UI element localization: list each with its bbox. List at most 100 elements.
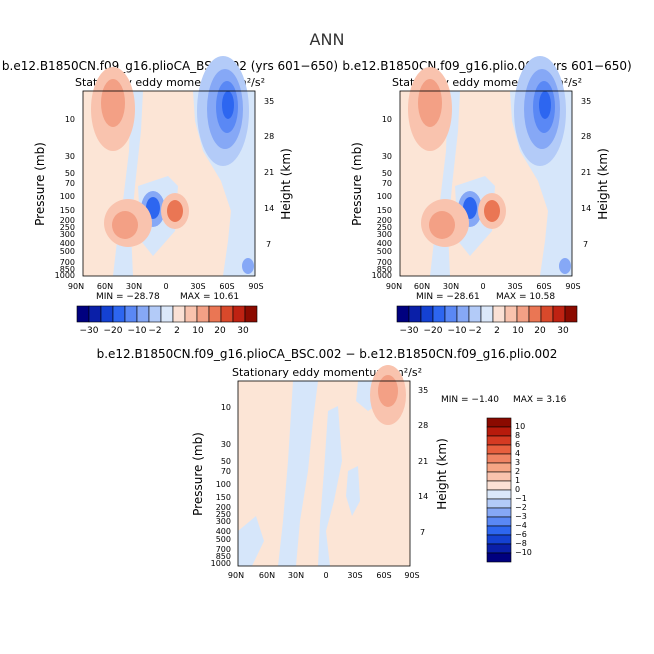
panel-2-ytick: 400 (377, 239, 392, 248)
panel-2-blob-neg-outer (458, 191, 482, 227)
colorbar-left-label: −10 (128, 326, 147, 336)
panel-2-y-ticks: 10 30 50 70 100 150 200 250 300 400 500 … (372, 115, 392, 280)
panel-2-ytick: 250 (377, 223, 392, 232)
panel-2-xtick: 30S (507, 282, 522, 291)
colorbar-left-label: 20 (214, 326, 226, 336)
colorbar-left-label: −30 (80, 326, 99, 336)
panel-2-ylabel-right: Height (km) (596, 148, 610, 219)
colorbar-diff-swatch (486, 498, 512, 509)
colorbar-diff-swatch (486, 444, 512, 455)
panel-2-blob-strat-orange-outer (408, 67, 452, 151)
panel-1-ytick: 1000 (55, 271, 75, 280)
panel-3-htick: 28 (418, 421, 428, 430)
colorbar-diff-label: 0 (515, 485, 520, 494)
colorbar-diff-label: −1 (515, 494, 527, 503)
colorbar-left-label: 2 (174, 326, 180, 336)
panel-2-ytick: 100 (377, 192, 392, 201)
colorbar-left-swatch (172, 305, 186, 323)
panel-3-xtick: 0 (323, 571, 328, 580)
colorbar-right-swatch (564, 305, 578, 323)
panel-2-region-blue-mid (455, 176, 495, 256)
panel-3-ytick: 400 (216, 527, 231, 536)
colorbar-left-swatch (220, 305, 234, 323)
panel-2-region-blue-band-nh (430, 91, 460, 276)
colorbar-diff-label: −3 (515, 512, 527, 521)
panel-1-region-blue-band-nh (113, 91, 143, 276)
panel-3-region-blue-e (346, 466, 360, 516)
panel-1-background (83, 91, 255, 276)
panel-2-blob-neg-inner (463, 197, 477, 219)
panel-1-blob-jet-core-center (222, 91, 234, 119)
panel-2-frame (399, 90, 573, 277)
panel-3-xtick: 90S (404, 571, 419, 580)
panel-3-ytick: 300 (216, 517, 231, 526)
panel-2-height-ticks: 35 28 21 14 7 (581, 97, 591, 249)
colorbar-right-swatch (480, 305, 494, 323)
panel-3-ytick: 150 (216, 493, 231, 502)
panel-1-xtick: 30N (126, 282, 142, 291)
panel-2-htick: 28 (581, 132, 591, 141)
panel-3-region-blue-a (278, 381, 318, 566)
panel-2-blob-midlat-outer (421, 199, 469, 247)
panel-3-ytick: 200 (216, 503, 231, 512)
colorbar-diff-label: −8 (515, 539, 527, 548)
panel-3-units: m²/s² (393, 366, 422, 379)
panel-3-plot (237, 365, 411, 567)
colorbar-left-swatch (112, 305, 126, 323)
panel-2-title: b.e12.B1850CN.f09_g16.plio.002 (yrs 601−… (342, 59, 631, 73)
panel-1-x-ticks: 90N 60N 30N 0 30S 60S 90S (68, 282, 264, 291)
panel-3-xtick: 90N (228, 571, 244, 580)
panel-1-xtick: 90N (68, 282, 84, 291)
panel-1-ytick: 70 (65, 179, 75, 188)
panel-3-ytick: 50 (221, 457, 231, 466)
colorbar-right-swatch (408, 305, 422, 323)
panel-3-ytick: 500 (216, 535, 231, 544)
colorbar-right-swatch (396, 305, 410, 323)
panel-3-ytick: 700 (216, 545, 231, 554)
panel-2-blob-jet-core-inner (533, 81, 555, 133)
panel-2-ytick: 300 (377, 230, 392, 239)
panel-2-blob-jet-core-mid (524, 69, 560, 149)
panel-2-x-ticks: 90N 60N 30N 0 30S 60S 90S (386, 282, 581, 291)
colorbar-left-swatch (196, 305, 210, 323)
panel-1-plot (82, 56, 256, 277)
panel-3-ylabel: Pressure (mb) (191, 432, 205, 516)
panel-3-y-ticks: 10 30 50 70 100 150 200 250 300 400 500 … (211, 403, 231, 568)
colorbar-diff-swatch (486, 489, 512, 500)
panel-3-htick: 21 (418, 457, 428, 466)
colorbar-diff-swatch (486, 552, 512, 563)
colorbar-diff-swatch (486, 453, 512, 464)
panel-2-ytick: 700 (377, 258, 392, 267)
panel-2-blob-pos-inner (484, 200, 500, 222)
colorbar-left-swatch (148, 305, 162, 323)
colorbar-diff-label: −2 (515, 503, 527, 512)
panel-3-blob-pos-inner (378, 375, 398, 407)
panel-1-region-blue-mid (138, 176, 178, 256)
panel-3-max-label: MAX = 3.16 (513, 395, 567, 405)
panel-1-blob-pos-outer (161, 193, 189, 229)
panel-1-units: m²/s² (236, 76, 265, 89)
panel-3-htick: 7 (420, 528, 425, 537)
colorbar-right-swatch (504, 305, 518, 323)
colorbar-right-label: 2 (494, 326, 500, 336)
panel-1-htick: 21 (264, 168, 274, 177)
colorbar-diff-label: 4 (515, 449, 520, 458)
colorbar-diff-label: 8 (515, 431, 520, 440)
panel-1-blob-strat-orange-inner (101, 79, 125, 127)
panel-3-xtick: 30N (288, 571, 304, 580)
panel-3-region-blue-b (318, 406, 342, 566)
colorbar-left-swatch (184, 305, 198, 323)
colorbar-right-label: −2 (468, 326, 481, 336)
panel-1-blob-strat-orange-outer (91, 67, 135, 151)
panel-3-x-ticks: 90N 60N 30N 0 30S 60S 90S (228, 571, 420, 580)
colorbar-right-labels: −30 −20 −10 −2 2 10 20 30 (400, 326, 569, 336)
panel-1-xtick: 60S (219, 282, 234, 291)
colorbar-left-swatch (232, 305, 246, 323)
panel-2-ytick: 200 (377, 216, 392, 225)
panel-1-blob-midlat-inner (112, 211, 138, 239)
panel-1-blob-pos-inner (167, 200, 183, 222)
panel-3-height-ticks: 35 28 21 14 7 (418, 386, 428, 537)
panel-3-blob-pos-outer (370, 365, 406, 425)
panel-3-subtitle: Stationary eddy momentum m²/s² (232, 366, 422, 379)
